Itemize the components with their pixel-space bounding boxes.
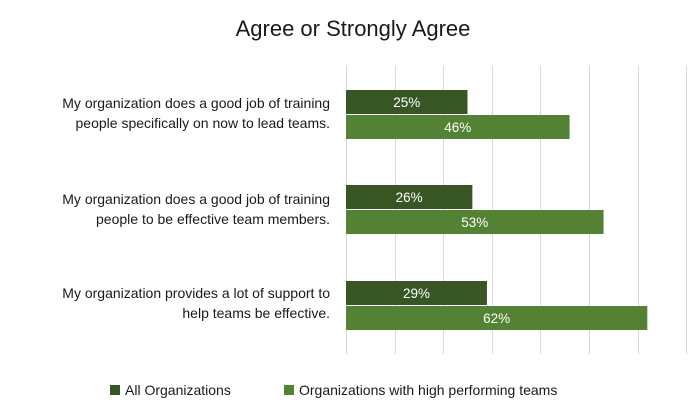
bar	[346, 115, 570, 139]
legend: All Organizations Organizations with high…	[110, 382, 557, 398]
category-label-line: My organization does a good job of train…	[62, 95, 330, 111]
data-label: 29%	[403, 286, 430, 301]
legend-label: All Organizations	[125, 382, 231, 398]
legend-swatch	[110, 385, 120, 395]
bar	[346, 210, 604, 234]
category-label-line: people specifically on now to lead teams…	[76, 115, 330, 131]
category-label-line: help teams be effective.	[182, 305, 330, 321]
category-label: My organization provides a lot of suppor…	[62, 285, 330, 321]
data-label: 53%	[461, 215, 488, 230]
bars: 25% 26% 29% 46% 53% 62%	[346, 90, 648, 330]
data-label: 46%	[444, 120, 471, 135]
chart-title: Agree or Strongly Agree	[236, 16, 471, 41]
category-labels: My organization does a good job of train…	[62, 95, 330, 321]
bar	[346, 306, 648, 330]
bar	[346, 281, 487, 305]
category-label: My organization does a good job of train…	[62, 95, 330, 131]
data-label: 26%	[396, 190, 423, 205]
legend-label: Organizations with high performing teams	[299, 382, 557, 398]
bar	[346, 185, 473, 209]
category-label: My organization does a good job of train…	[62, 191, 330, 227]
data-label: 25%	[393, 95, 420, 110]
bar	[346, 90, 468, 114]
category-label-line: people to be effective team members.	[96, 211, 330, 227]
data-label: 62%	[483, 311, 510, 326]
legend-swatch	[284, 385, 294, 395]
category-label-line: My organization does a good job of train…	[62, 191, 330, 207]
category-label-line: My organization provides a lot of suppor…	[62, 285, 330, 301]
